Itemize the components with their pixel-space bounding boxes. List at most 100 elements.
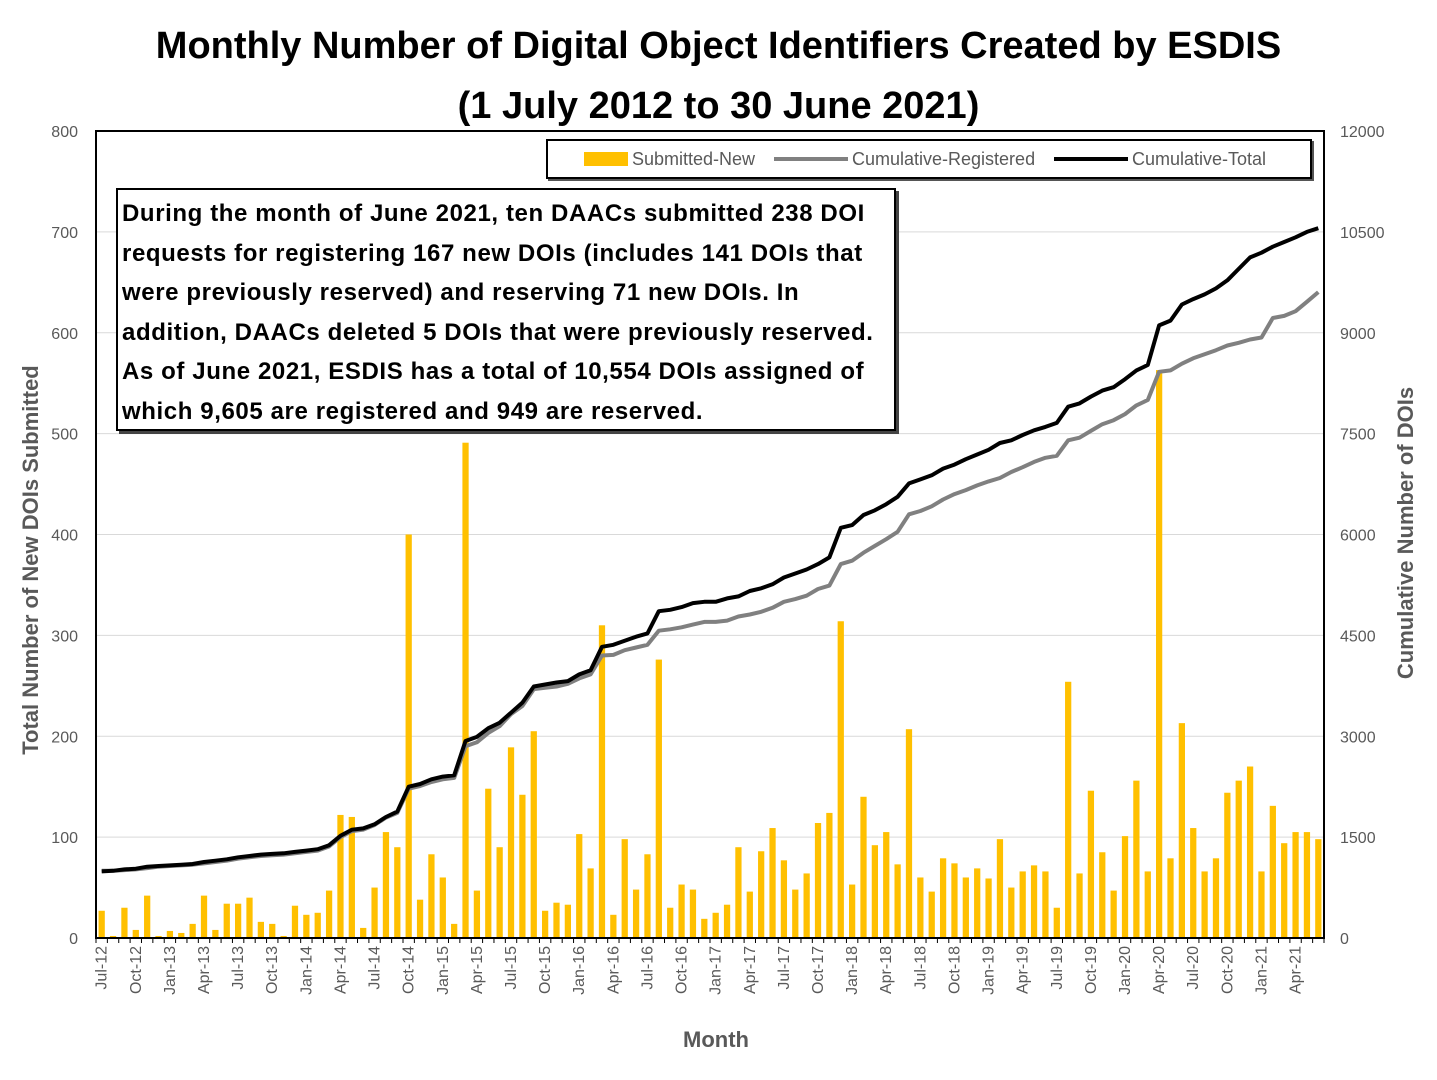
bar — [189, 923, 196, 938]
bar — [1212, 858, 1220, 938]
legend-item-submitted-new: Submitted-New — [584, 141, 755, 177]
bar — [1269, 805, 1276, 938]
legend-swatch-line — [1054, 157, 1128, 161]
bar — [371, 887, 378, 938]
bar — [632, 889, 640, 938]
x-tick-label: Jul-19 — [1049, 946, 1066, 990]
bar — [1144, 871, 1151, 938]
x-tick-label: Jul-18 — [912, 946, 929, 990]
x-tick-label: Oct-13 — [264, 946, 281, 994]
y-tick-label: 800 — [51, 124, 78, 141]
bar — [155, 935, 162, 938]
bar — [212, 929, 219, 938]
legend-item-cumulative-registered: Cumulative-Registered — [774, 141, 1035, 177]
bar — [576, 834, 583, 938]
bar — [780, 860, 788, 938]
y-tick-label: 100 — [51, 830, 78, 847]
legend-item-cumulative-total: Cumulative-Total — [1054, 141, 1266, 177]
bar — [1019, 871, 1026, 938]
bar — [769, 828, 776, 938]
bar — [860, 796, 867, 938]
x-tick-label: Oct-19 — [1083, 946, 1100, 994]
annotation-line: addition, DAACs deleted 5 DOIs that were… — [122, 318, 874, 346]
y2-tick-label: 10500 — [1340, 225, 1385, 242]
x-tick-label: Apr-18 — [878, 946, 895, 994]
bar — [974, 868, 981, 938]
bar — [303, 914, 310, 938]
bar — [223, 903, 230, 938]
bar — [439, 877, 446, 938]
y2-axis-title: Cumulative Number of DOIs — [1393, 386, 1418, 680]
bar — [416, 899, 424, 938]
x-tick-label: Jan-21 — [1253, 946, 1270, 995]
bar — [564, 904, 571, 938]
x-tick-label: Jul-14 — [367, 946, 384, 990]
x-tick-label: Apr-20 — [1151, 946, 1168, 994]
bar — [382, 832, 390, 938]
bar — [837, 621, 844, 938]
x-tick-label: Jan-18 — [844, 946, 861, 995]
bar — [1201, 871, 1208, 938]
bar — [1121, 836, 1129, 938]
bar — [291, 905, 299, 938]
bar — [792, 889, 799, 938]
x-tick-label: Apr-17 — [742, 946, 759, 994]
bar — [98, 910, 105, 938]
bar — [1235, 780, 1242, 938]
x-tick-label: Apr-19 — [1015, 946, 1032, 994]
bar — [1178, 723, 1185, 938]
bar — [269, 923, 276, 938]
bar — [962, 877, 969, 938]
bar — [894, 864, 901, 938]
x-tick-label: Jan-17 — [708, 946, 725, 995]
bar — [1110, 890, 1117, 938]
y-tick-label: 200 — [51, 729, 78, 746]
bar — [200, 895, 208, 938]
bar — [246, 897, 253, 938]
y-axis-title: Total Number of New DOIs Submitted — [18, 365, 43, 755]
bar — [814, 823, 822, 938]
annotation-line: As of June 2021, ESDIS has a total of 10… — [122, 358, 865, 385]
bar — [917, 877, 924, 938]
bar — [144, 895, 151, 938]
annotation-line: During the month of June 2021, ten DAACs… — [122, 200, 865, 227]
bar — [405, 534, 412, 938]
x-tick-label: Jul-16 — [639, 946, 656, 990]
legend-swatch-bar — [584, 152, 628, 166]
x-tick-label: Apr-21 — [1288, 946, 1305, 994]
x-tick-label: Oct-20 — [1219, 946, 1236, 994]
bar — [1167, 858, 1174, 938]
bar — [485, 788, 492, 938]
bar — [644, 854, 651, 938]
series-line — [101, 226, 1319, 874]
y2-tick-label: 9000 — [1340, 326, 1376, 343]
x-axis-title: Month — [683, 1027, 749, 1052]
chart-legend: Submitted-New Cumulative-Registered Cumu… — [546, 139, 1312, 179]
bar — [1224, 792, 1231, 938]
bar — [166, 930, 174, 938]
x-tick-label: Apr-13 — [196, 946, 213, 994]
bar — [496, 847, 503, 938]
bar — [849, 884, 856, 938]
bar — [235, 903, 242, 938]
annotation-line: requests for registering 167 new DOIs (i… — [122, 239, 863, 267]
bar — [655, 659, 662, 938]
legend-label: Cumulative-Registered — [852, 148, 1036, 169]
x-tick-label: Oct-14 — [401, 946, 418, 994]
bar — [758, 851, 765, 938]
y2-tick-label: 6000 — [1340, 528, 1376, 545]
y2-tick-label: 12000 — [1340, 124, 1385, 141]
bar — [735, 847, 742, 938]
bar — [746, 891, 753, 938]
bar — [826, 812, 833, 938]
annotation-line: which 9,605 are registered and 949 are r… — [122, 397, 704, 425]
y2-tick-label: 7500 — [1340, 427, 1376, 444]
y2-tick-label: 1500 — [1340, 830, 1376, 847]
bar — [1008, 887, 1015, 938]
bar — [360, 927, 367, 938]
x-tick-label: Jan-19 — [981, 946, 998, 995]
bar — [1303, 832, 1311, 938]
bar — [701, 918, 708, 938]
x-tick-label: Jan-16 — [571, 946, 588, 995]
bar — [1065, 681, 1072, 938]
